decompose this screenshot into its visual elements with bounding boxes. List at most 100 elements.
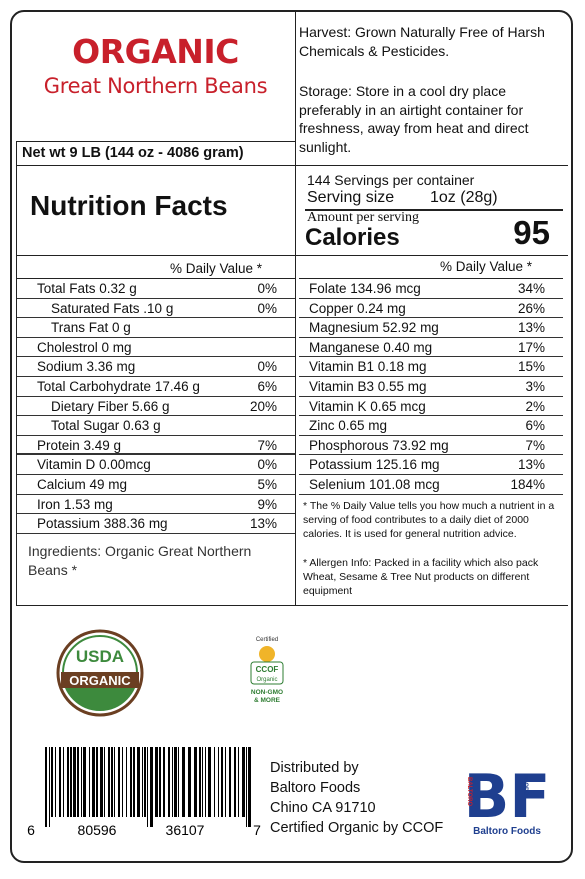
ccof-sun	[259, 646, 275, 662]
nutrient-name: Manganese 0.40 mg	[309, 339, 433, 355]
barcode-bar	[114, 747, 115, 817]
barcode: 6 80596 36107 7	[27, 747, 261, 838]
nutrient-name: Potassium 388.36 mg	[37, 516, 168, 532]
barcode-bar	[137, 747, 140, 817]
barcode-bar	[142, 747, 143, 817]
daily-value: 7%	[525, 437, 545, 453]
distributor-line: Baltoro Foods	[270, 780, 361, 796]
brand-logo: BF BALTORO FOODS Baltoro Foods	[464, 762, 551, 837]
barcode-bar	[81, 747, 82, 817]
barcode-bar	[205, 747, 206, 817]
nutrient-row: Protein 3.49 g 7%	[17, 436, 295, 456]
barcode-digits: 7	[253, 822, 261, 838]
product-title: ORGANIC	[72, 32, 239, 71]
barcode-digits: 36107	[166, 822, 205, 838]
barcode-bar	[144, 747, 146, 817]
daily-value: 0%	[257, 281, 277, 296]
rule	[16, 255, 568, 256]
daily-value: 20%	[249, 398, 277, 414]
barcode-bar	[242, 747, 245, 817]
nutrient-row: Calcium 49 mg 5%	[17, 475, 295, 495]
nutrient-name: Calcium 49 mg	[37, 477, 128, 492]
dv-header: % Daily Value *	[170, 261, 263, 276]
daily-value: 34%	[517, 281, 545, 296]
brand-name: Baltoro Foods	[473, 826, 541, 837]
barcode-bar	[100, 747, 103, 817]
nutrient-row: Potassium 388.36 mg 13%	[17, 514, 295, 534]
serving-size: 1oz (28g)	[430, 189, 498, 206]
barcode-bar	[229, 747, 231, 817]
distributor-line: Certified Organic by CCOF	[270, 820, 444, 836]
nutrient-name: Vitamin B1 0.18 mg	[309, 359, 427, 375]
barcode-bar	[104, 747, 105, 817]
barcode-bar	[63, 747, 64, 817]
nutrient-name: Protein 3.49 g	[37, 437, 122, 453]
barcode-bar	[111, 747, 113, 817]
barcode-bar	[178, 747, 179, 817]
daily-value: 13%	[249, 516, 277, 532]
barcode-bar	[234, 747, 236, 817]
barcode-bar	[147, 747, 148, 827]
nutrient-row: Saturated Fats .10 g 0%	[17, 299, 295, 319]
barcode-bar	[51, 747, 53, 817]
barcode-bar	[92, 747, 95, 817]
daily-value: 6%	[257, 379, 277, 394]
nutrient-name: Total Carbohydrate 17.46 g	[37, 379, 200, 394]
barcode-bar	[130, 747, 132, 817]
barcode-bar	[246, 747, 247, 827]
barcode-bar	[83, 747, 86, 817]
nutrient-row: Vitamin D 0.00mcg 0%	[17, 455, 295, 475]
nutrient-row: Folate 134.96 mcg 34%	[299, 279, 563, 299]
ccof-organic: Organic	[256, 677, 277, 683]
serving-size-label: Serving size	[307, 189, 395, 206]
nutrient-name: Vitamin K 0.65 mcg	[309, 398, 426, 414]
nutrient-row: Vitamin B3 0.55 mg 3%	[299, 377, 563, 397]
barcode-bar	[218, 747, 219, 817]
nutrient-row: Magnesium 52.92 mg 13%	[299, 318, 563, 338]
barcode-bar	[55, 747, 56, 817]
nutrient-row: Copper 0.24 mg 26%	[299, 299, 563, 319]
organic-text: ORGANIC	[69, 673, 131, 688]
ingredients: Ingredients: Organic Great Northern Bean…	[28, 543, 252, 578]
daily-value: 0%	[257, 457, 277, 473]
nutrient-name: Vitamin D 0.00mcg	[37, 457, 151, 473]
calories-value: 95	[513, 214, 550, 251]
daily-value: 7%	[257, 437, 277, 453]
nutrient-name: Total Fats 0.32 g	[37, 281, 137, 296]
barcode-bar	[182, 747, 185, 817]
nutrient-name: Dietary Fiber 5.66 g	[51, 398, 170, 414]
nutrient-name: Folate 134.96 mcg	[309, 281, 421, 296]
barcode-bar	[214, 747, 215, 817]
nutrient-row: Manganese 0.40 mg 17%	[299, 338, 563, 358]
nutrient-name: Potassium 125.16 mg	[309, 457, 440, 473]
nutrient-name: Iron 1.53 mg	[37, 496, 113, 512]
daily-value: 3%	[525, 379, 545, 394]
rule	[17, 278, 295, 279]
nutrient-name: Vitamin B3 0.55 mg	[309, 379, 427, 394]
nutrient-row: Vitamin K 0.65 mcg 2%	[299, 397, 563, 417]
storage-text: Storage: Store in a cool dry place prefe…	[299, 83, 529, 155]
barcode-bar	[89, 747, 90, 817]
net-weight: Net wt 9 LB (144 oz - 4086 gram)	[22, 145, 244, 161]
ccof-logo: Certified CCOF Organic NON-GMO & MORE	[250, 637, 284, 704]
daily-value: 6%	[525, 418, 545, 434]
footnote: * Allergen Info: Packed in a facility wh…	[303, 557, 539, 597]
nutrient-row: Vitamin B1 0.18 mg 15%	[299, 357, 563, 377]
nutrient-name: Phosphorous 73.92 mg	[309, 437, 449, 453]
barcode-bar	[199, 747, 201, 817]
daily-value: 26%	[517, 300, 545, 316]
nutrient-row: Total Carbohydrate 17.46 g 6%	[17, 377, 295, 397]
ccof-certified: Certified	[256, 637, 278, 643]
barcode-bar	[202, 747, 203, 817]
nutrient-name: Magnesium 52.92 mg	[309, 320, 439, 336]
daily-value: 5%	[257, 477, 277, 492]
usda-logo: USDA ORGANIC	[56, 629, 144, 717]
nutrient-name: Trans Fat 0 g	[51, 320, 131, 336]
rule	[305, 209, 563, 211]
nutrient-name: Copper 0.24 mg	[309, 300, 406, 316]
nutrient-name: Sodium 3.36 mg	[37, 359, 136, 375]
ccof-line: & MORE	[254, 697, 281, 704]
rule	[16, 255, 17, 605]
barcode-bar	[248, 747, 251, 827]
